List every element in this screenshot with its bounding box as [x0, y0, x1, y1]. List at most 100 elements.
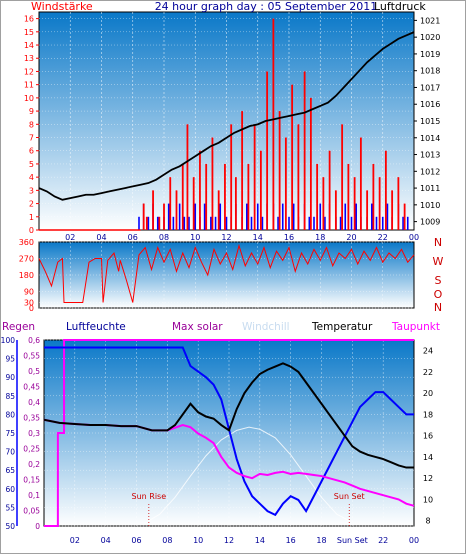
gust-bar — [172, 216, 175, 230]
wind-tick-label: 16 — [24, 15, 34, 24]
wind-bar — [152, 190, 154, 230]
rain-tick-label: 0,2 — [28, 460, 40, 469]
climate-legend-label: Windchill — [242, 321, 290, 333]
wind-tick-label: 12 — [24, 67, 34, 76]
climate-legend: Regen Luftfeuchte Max solar Windchill Temper… — [2, 321, 440, 333]
wind-bar — [397, 177, 400, 230]
wind-bars — [39, 18, 406, 231]
gust-bar — [183, 216, 186, 230]
x-tick-label: 00 — [409, 233, 419, 242]
gust-bar — [219, 203, 222, 230]
pressure-tick-label: 1014 — [420, 134, 440, 143]
wind-bar — [297, 124, 300, 230]
temperature-tick-label: 22 — [423, 368, 433, 377]
compass-label: O — [434, 288, 443, 301]
temperature-line — [43, 362, 414, 469]
direction-tick-label: 360 — [19, 238, 34, 247]
pressure-tick-label: 1019 — [420, 50, 440, 59]
pressure-tick-label: 1009 — [420, 218, 440, 227]
gust-bar — [178, 203, 181, 230]
wind-bar — [253, 124, 256, 230]
pressure-tick-label: 1012 — [420, 167, 440, 176]
temperature-tick-label: 12 — [423, 474, 433, 483]
temperature-tick-label: 8 — [425, 517, 430, 526]
wind-bar — [341, 124, 344, 230]
wind-tick-label: 2 — [29, 200, 34, 209]
direction-tick-label: 180 — [19, 271, 34, 280]
wind-bar — [259, 150, 262, 230]
climate-legend-label: Max solar — [172, 321, 223, 333]
gust-bar — [256, 203, 259, 230]
x-tick-label: 06 — [128, 233, 138, 242]
gust-bar — [246, 203, 248, 230]
gust-bar — [188, 216, 190, 230]
wind-axis-label: Windstärke — [31, 0, 93, 13]
wind-bar — [205, 163, 208, 230]
wind-bar — [145, 216, 148, 230]
gust-bar — [147, 216, 150, 230]
humidity-tick-label: 65 — [5, 466, 15, 475]
wind-bar — [372, 163, 375, 230]
x-tick-label: 22 — [378, 233, 388, 242]
wind-direction-line-group — [38, 243, 415, 303]
wind-tick-label: 3 — [29, 186, 34, 195]
climate-x-tick-label: 22 — [378, 536, 388, 545]
pressure-line-group — [38, 31, 415, 201]
pressure-tick-label: 1016 — [420, 100, 440, 109]
climate-legend-label: Regen — [2, 321, 35, 333]
gust-bar — [350, 216, 353, 230]
climate-lines — [43, 339, 415, 527]
rain-tick-label: 0,5 — [28, 367, 40, 376]
gust-bar — [292, 203, 295, 230]
gust-bar — [288, 216, 290, 230]
wind-bar — [158, 216, 161, 230]
compass-label: N — [434, 301, 442, 314]
gust-bar — [167, 203, 170, 230]
wind-bar — [291, 84, 294, 231]
gust-bar — [281, 203, 284, 230]
sun-marker-label: Sun Rise — [132, 492, 167, 501]
compass-label: S — [435, 274, 442, 287]
wind-tick-label: 5 — [29, 160, 34, 169]
wind-tick-label: 7 — [29, 134, 34, 143]
wind-tick-label: 14 — [24, 41, 34, 50]
pressure-axis-ticks: 1009 1010 1011 1012 1013 1014 1015 1016 1017 1018… — [414, 16, 440, 227]
wind-bar — [186, 124, 189, 230]
direction-tick-label: 270 — [19, 255, 34, 264]
wind-bar — [217, 190, 220, 230]
gust-bar — [344, 203, 347, 230]
wind-bar — [328, 150, 331, 230]
gust-bar — [156, 216, 159, 230]
humidity-line — [44, 346, 414, 517]
pressure-tick-label: 1011 — [420, 184, 440, 193]
climate-x-ticks: 02 04 06 08 10 12 14 16 18 Sun Set 22 00 — [70, 536, 419, 545]
sun-annotations: Sun Rise Sun Set — [132, 492, 365, 526]
rain-tick-label: 0,3 — [28, 429, 40, 438]
wind-bar — [175, 190, 178, 230]
pressure-axis-label: Luftdruck — [374, 0, 426, 13]
climate-x-tick-label: 14 — [255, 536, 265, 545]
gust-bar — [406, 216, 409, 230]
gust-bar — [339, 216, 342, 230]
temperature-tick-label: 20 — [423, 389, 433, 398]
humidity-tick-label: 75 — [5, 429, 15, 438]
wind-direction-line — [38, 243, 415, 303]
wind-bar — [224, 163, 226, 230]
x-tick-label: 10 — [190, 233, 200, 242]
rain-tick-label: 0,4 — [28, 398, 40, 407]
wind-bar — [366, 190, 369, 230]
climate-x-tick-label: 08 — [162, 536, 172, 545]
climate-x-tick-label: Sun Set — [337, 536, 368, 545]
gust-bar — [375, 216, 378, 230]
humidity-tick-label: 70 — [5, 448, 15, 457]
climate-x-tick-label: 16 — [286, 536, 296, 545]
climate-legend-label: Temperatur — [311, 321, 373, 333]
wind-tick-label: 8 — [29, 120, 34, 129]
wind-bar — [384, 150, 387, 230]
gust-bar — [371, 203, 373, 230]
wind-tick-label: 4 — [29, 173, 34, 182]
wind-bar — [241, 111, 244, 230]
x-tick-label: 16 — [284, 233, 294, 242]
x-tick-label: 12 — [221, 233, 231, 242]
wind-bar — [169, 177, 172, 230]
